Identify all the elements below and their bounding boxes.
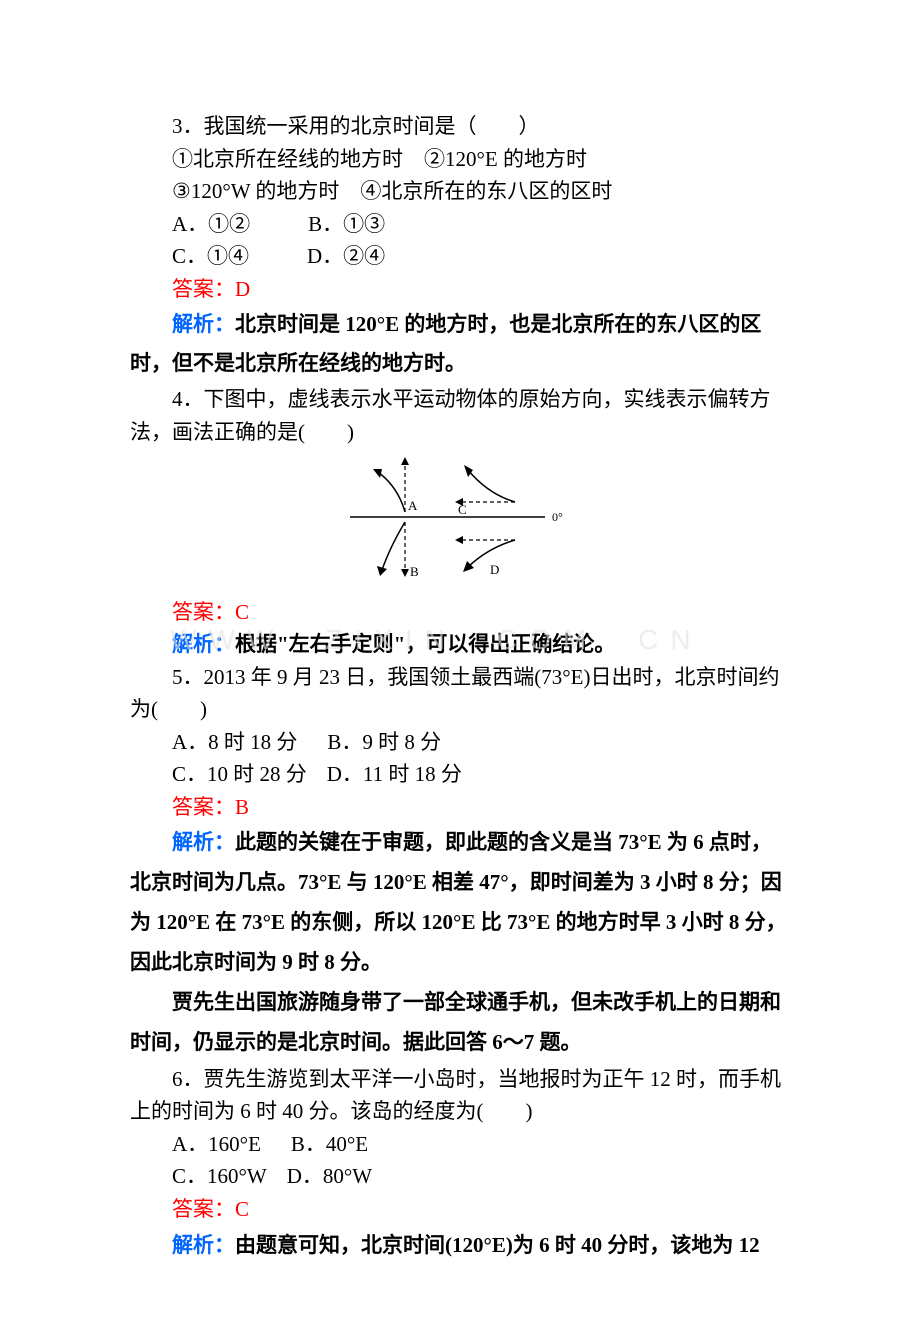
answer-label: 答案： [172,277,235,301]
diagram-label-a: A [408,498,418,513]
explain-label: 解析： [172,1233,235,1257]
answer-label: 答案： [172,1197,235,1221]
q4-diagram: 0° A C B [130,452,790,592]
q3-option-c: C．①④ [172,244,249,268]
q3-explain-line: 解析：北京时间是 120°E 的地方时，也是北京所在的东八区的区时，但不是北京所… [130,305,790,383]
q5-option-d: D．11 时 18 分 [327,762,462,786]
q4-answer-line: 答案：C [130,596,790,629]
diagram-label-c: C [458,502,467,517]
q5-answer-line: 答案：B [130,791,790,824]
q3-option-a: A．①② [172,212,250,236]
answer-label: 答案： [172,795,235,819]
q6-option-d: D．80°W [287,1164,372,1188]
q5-option-c: C．10 时 28 分 [172,762,307,786]
explain-label: 解析： [172,312,235,336]
q5-answer-value: B [235,795,249,819]
diagram-label-b: B [410,564,419,579]
q5-option-row1: A．8 时 18 分 B．9 时 8 分 [130,726,790,759]
q6-stem: 6．贾先生游览到太平洋一小岛时，当地报时为正午 12 时，而手机上的时间为 6 … [130,1063,790,1128]
q4-explain-line: 解析：根据"左右手定则"，可以得出正确结论。 [130,628,790,661]
q6-option-a: A．160°E [172,1132,261,1156]
q5-option-b: B．9 时 8 分 [327,730,441,754]
q4-answer-value: C [235,600,249,624]
q4-explain-text: 根据"左右手定则"，可以得出正确结论。 [235,632,615,656]
q6-option-c: C．160°W [172,1164,267,1188]
q6-explain-line: 解析：由题意可知，北京时间(120°E)为 6 时 40 分时，该地为 12 [130,1226,790,1266]
q3-option-b: B．①③ [308,212,385,236]
diagram-label-d: D [490,562,499,577]
passage-6-7: 贾先生出国旅游随身带了一部全球通手机，但未改手机上的日期和时间，仍显示的是北京时… [130,983,790,1063]
q6-explain-text: 由题意可知，北京时间(120°E)为 6 时 40 分时，该地为 12 [235,1233,760,1257]
q5-stem: 5．2013 年 9 月 23 日，我国领土最西端(73°E)日出时，北京时间约… [130,661,790,726]
q3-options-line1: ①北京所在经线的地方时 ②120°E 的地方时 [130,143,790,176]
answer-label: 答案： [172,600,235,624]
q6-option-row2: C．160°W D．80°W [130,1160,790,1193]
q3-option-d: D．②④ [307,244,385,268]
q6-answer-line: 答案：C [130,1193,790,1226]
deflection-diagram-svg: 0° A C B [340,452,580,582]
q3-option-row2: C．①④ D．②④ [130,240,790,273]
q5-option-row2: C．10 时 28 分 D．11 时 18 分 [130,758,790,791]
q3-option-row1: A．①② B．①③ [130,208,790,241]
q3-options-line2: ③120°W 的地方时 ④北京所在的东八区的区时 [130,175,790,208]
q6-option-row1: A．160°E B．40°E [130,1128,790,1161]
q3-answer-line: 答案：D [130,273,790,306]
explain-label: 解析： [172,830,235,854]
q5-option-a: A．8 时 18 分 [172,730,297,754]
q3-answer-value: D [235,277,250,301]
q6-answer-value: C [235,1197,249,1221]
q5-explain-line: 解析：此题的关键在于审题，即此题的含义是当 73°E 为 6 点时，北京时间为几… [130,823,790,983]
q3-stem: 3．我国统一采用的北京时间是（ ） [130,110,790,143]
document-page: 3．我国统一采用的北京时间是（ ） ①北京所在经线的地方时 ②120°E 的地方… [0,0,920,1325]
diagram-label-zero: 0° [552,510,563,524]
explain-label: 解析： [172,632,235,656]
q4-stem: 4．下图中，虚线表示水平运动物体的原始方向，实线表示偏转方法，画法正确的是( ) [130,383,790,448]
q6-option-b: B．40°E [291,1132,368,1156]
